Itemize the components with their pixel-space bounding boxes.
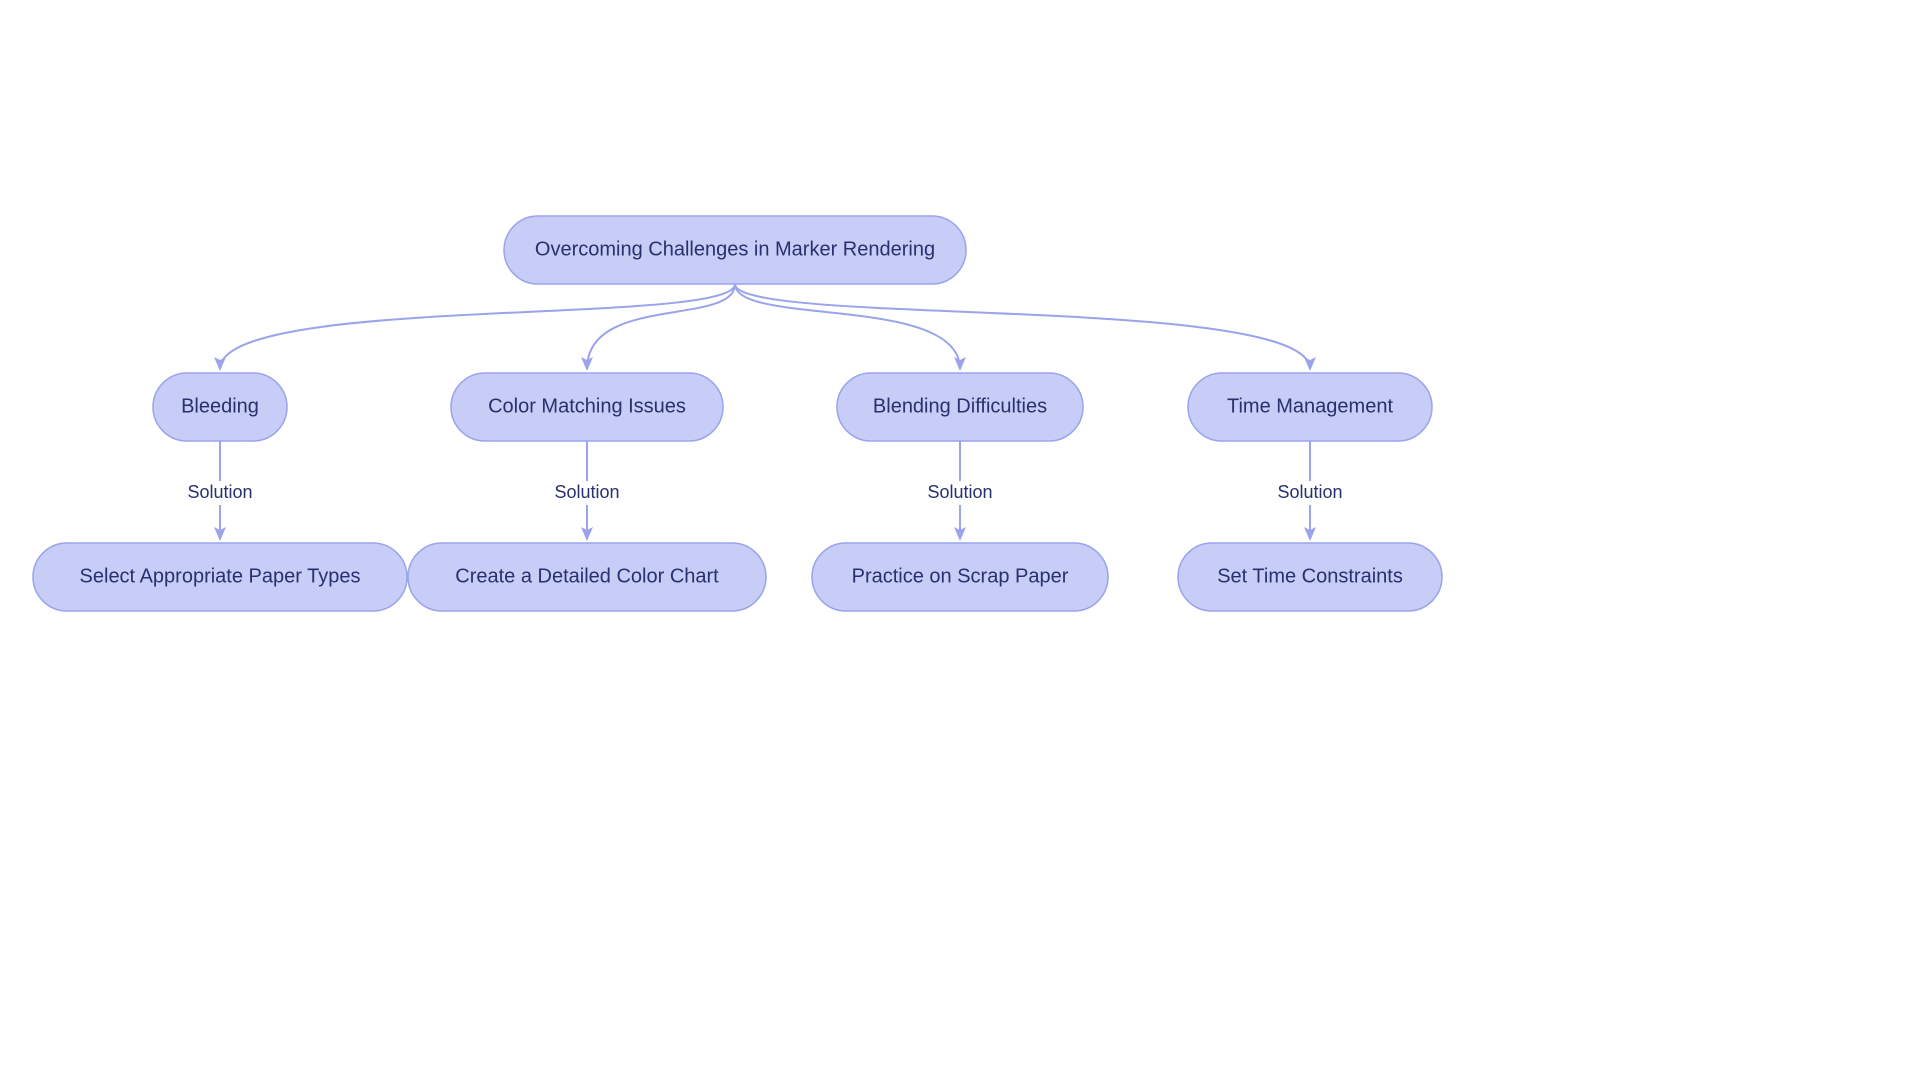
edge-labels-layer: Solution Solution Solution Solution xyxy=(174,481,1355,505)
node-c1: Bleeding xyxy=(153,373,287,441)
edge-label: Solution xyxy=(554,482,619,502)
edge xyxy=(735,284,960,369)
node-c3: Blending Difficulties xyxy=(837,373,1083,441)
node-label: Select Appropriate Paper Types xyxy=(80,565,361,587)
node-root: Overcoming Challenges in Marker Renderin… xyxy=(504,216,966,284)
node-s2: Create a Detailed Color Chart xyxy=(408,543,766,611)
edge-label: Solution xyxy=(1277,482,1342,502)
node-label: Color Matching Issues xyxy=(488,395,686,417)
edges-layer xyxy=(220,284,1310,539)
node-label: Overcoming Challenges in Marker Renderin… xyxy=(535,238,935,260)
node-s4: Set Time Constraints xyxy=(1178,543,1442,611)
nodes-layer: Overcoming Challenges in Marker Renderin… xyxy=(33,216,1442,611)
node-label: Blending Difficulties xyxy=(873,395,1047,417)
node-label: Set Time Constraints xyxy=(1217,565,1403,587)
edge xyxy=(735,284,1310,369)
node-label: Bleeding xyxy=(181,395,259,417)
node-label: Time Management xyxy=(1227,395,1393,417)
edge xyxy=(220,284,735,369)
flowchart-canvas: Solution Solution Solution Solution Overcom… xyxy=(0,0,1920,1083)
node-c4: Time Management xyxy=(1188,373,1432,441)
node-label: Practice on Scrap Paper xyxy=(852,565,1069,587)
edge-label: Solution xyxy=(927,482,992,502)
node-c2: Color Matching Issues xyxy=(451,373,723,441)
node-s3: Practice on Scrap Paper xyxy=(812,543,1108,611)
node-label: Create a Detailed Color Chart xyxy=(455,565,719,587)
node-s1: Select Appropriate Paper Types xyxy=(33,543,407,611)
edge-label: Solution xyxy=(187,482,252,502)
